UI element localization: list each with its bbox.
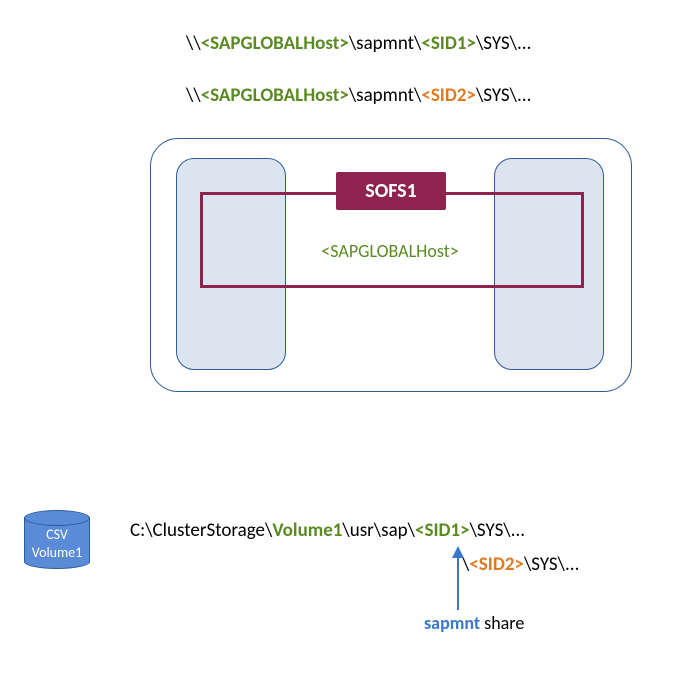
path-segment: \\ xyxy=(186,84,201,107)
path-segment: <SID2> xyxy=(469,553,524,576)
share-segment: share xyxy=(480,612,524,634)
unc-path-sid1: \\<SAPGLOBALHost>\sapmnt\<SID1>\SYS\... xyxy=(186,32,531,55)
path-segment: <SAPGLOBALHost> xyxy=(201,32,349,55)
csv-label-line2: Volume1 xyxy=(24,544,90,561)
path-segment: \sapmnt\ xyxy=(349,84,422,107)
path-segment: \\ xyxy=(186,32,201,55)
path-segment: \sapmnt\ xyxy=(349,32,422,55)
path-segment: <SID1> xyxy=(421,32,476,55)
sofs-label: SOFS1 xyxy=(336,172,446,210)
local-path-sid2: \<SID2>\SYS\... xyxy=(462,553,579,576)
path-segment: \SYS\... xyxy=(476,32,531,55)
path-segment: <SID2> xyxy=(421,84,476,107)
path-segment: \SYS\... xyxy=(470,519,525,542)
sapmnt-arrow xyxy=(452,546,464,610)
csv-volume-cylinder: CSV Volume1 xyxy=(24,510,90,568)
path-segment: \usr\sap\ xyxy=(342,519,415,542)
path-segment: Volume1 xyxy=(272,519,342,542)
arrow-line xyxy=(457,556,459,610)
local-path-sid1: C:\ClusterStorage\Volume1\usr\sap\<SID1>… xyxy=(130,519,525,542)
csv-label-line1: CSV xyxy=(24,526,90,543)
path-segment: \SYS\... xyxy=(524,553,579,576)
path-segment: <SAPGLOBALHost> xyxy=(201,84,349,107)
share-segment: sapmnt xyxy=(424,612,480,634)
path-segment: C:\ClusterStorage\ xyxy=(130,519,272,542)
sofs-globalhost-label: <SAPGLOBALHost> xyxy=(290,240,490,262)
path-segment: \SYS\... xyxy=(476,84,531,107)
unc-path-sid2: \\<SAPGLOBALHost>\sapmnt\<SID2>\SYS\... xyxy=(186,84,531,107)
path-segment: <SID1> xyxy=(415,519,470,542)
sapmnt-share-label: sapmnt share xyxy=(424,612,524,634)
